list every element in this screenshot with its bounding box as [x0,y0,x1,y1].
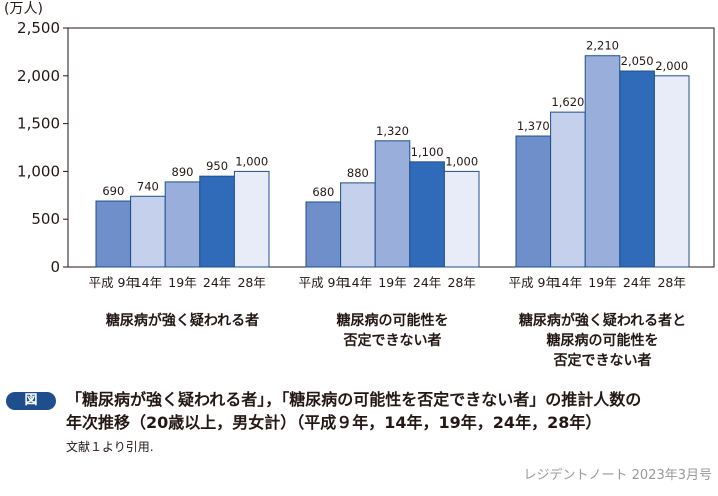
y-axis-unit-label: (万人) [4,1,43,17]
y-tick-label: 0 [50,258,60,276]
bar [550,111,586,268]
y-tick-label: 2,500 [17,19,60,37]
bar-value-label: 1,320 [376,124,409,138]
bar-value-label: 890 [172,165,194,179]
bar [374,140,411,268]
x-tick-label: 平成 9年 [89,275,138,290]
x-tick-label: 28年 [237,275,265,290]
bar [443,170,480,268]
group-label-line: 糖尿病が強く疑われる者 [105,313,260,329]
x-tick-label: 平成 9年 [299,275,348,290]
figure-badge: 図 [6,392,56,410]
bar-value-label: 2,210 [586,39,619,53]
caption-title-line: 「糖尿病が強く疑われる者」，「糖尿病の可能性を否定できない者」の推計人数の [66,390,642,409]
x-tick-label: 14年 [554,275,582,290]
bar-value-label: 950 [206,159,228,173]
bar [199,175,235,268]
y-tick-label: 500 [31,210,60,228]
caption-title-line: 年次推移（20歳以上，男女計）（平成９年，14年，19年，24年，28年） [66,413,602,432]
bar [653,75,690,268]
x-tick-label: 19年 [588,275,616,290]
bar-value-label: 1,000 [445,154,478,168]
group-label-line: 糖尿病の可能性を [546,333,659,349]
group-label-line: 否定できない者 [553,353,652,369]
bar-value-label: 680 [312,185,334,199]
y-tick-label: 2,000 [17,67,60,85]
bar [305,201,342,268]
bar [619,70,655,268]
bar [164,181,201,268]
bar [340,182,376,268]
x-tick-label: 14年 [344,275,372,290]
bar-value-label: 2,000 [655,59,688,73]
bar [130,195,166,268]
bar [409,161,445,268]
caption-source: 文献１より引用. [66,440,154,454]
bar-value-label: 1,370 [517,119,550,133]
bar-value-label: 1,620 [551,95,584,109]
caption-title: 「糖尿病が強く疑われる者」，「糖尿病の可能性を否定できない者」の推計人数の 年次… [66,388,716,434]
x-tick-label: 19年 [168,275,196,290]
x-tick-label: 24年 [623,275,651,290]
bar-value-label: 2,050 [621,54,654,68]
bar [233,170,270,268]
group-label-line: 糖尿病の可能性を [336,313,449,329]
bar-value-label: 690 [102,184,124,198]
publication-credit: レジデントノート 2023年3月号 [523,468,713,483]
bar-chart: 0 500 1,000 1,500 2,000 2,500 690 平成 9年 740 14年 8… [4,1,715,290]
x-tick-label: 19年 [378,275,406,290]
y-tick-label: 1,500 [17,115,60,133]
x-tick-label: 平成 9年 [509,275,558,290]
bar [515,135,552,268]
x-tick-label: 14年 [134,275,162,290]
bar-value-label: 1,100 [411,145,444,159]
group-label: 糖尿病が強く疑われる者 [63,311,303,331]
bar-value-label: 880 [347,166,369,180]
x-tick-label: 28年 [657,275,685,290]
x-tick-label: 24年 [203,275,231,290]
group-label: 糖尿病が強く疑われる者と 糖尿病の可能性を 否定できない者 [483,311,718,371]
group-label-line: 糖尿病が強く疑われる者と [518,313,687,329]
group-label: 糖尿病の可能性を 否定できない者 [273,311,513,351]
group-label-line: 否定できない者 [343,333,442,349]
y-tick-label: 1,000 [17,162,60,180]
x-tick-label: 28年 [447,275,475,290]
bar-value-label: 740 [137,179,159,193]
bar-value-label: 1,000 [235,154,268,168]
x-tick-label: 24年 [413,275,441,290]
bar [95,200,132,268]
bar [584,55,621,268]
